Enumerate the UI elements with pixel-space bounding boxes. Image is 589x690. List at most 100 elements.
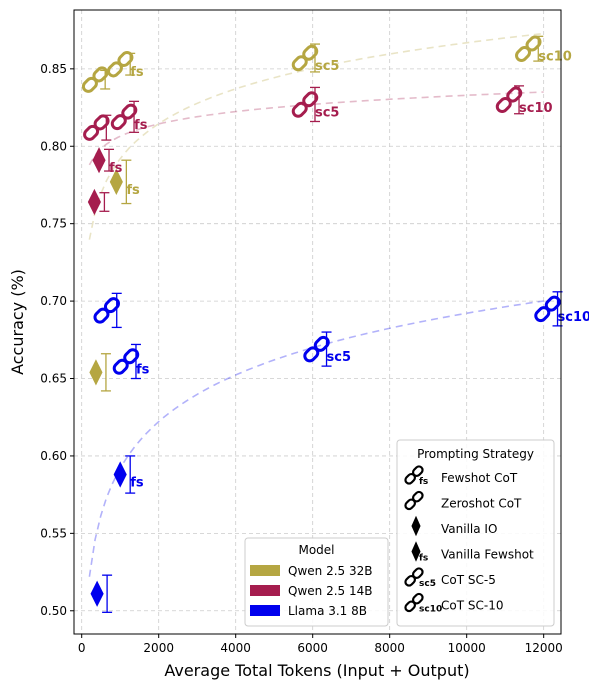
link-ring	[506, 86, 523, 103]
x-tick-label: 4000	[220, 641, 251, 655]
y-tick-label: 0.80	[40, 139, 67, 153]
data-point	[93, 292, 122, 329]
data-point	[90, 574, 113, 613]
x-axis-ticks: 0 2000 4000 6000 8000 10000 12000	[78, 634, 563, 655]
y-tick-label: 0.55	[40, 526, 67, 540]
link-ring	[411, 465, 424, 478]
diamond-shape	[90, 580, 104, 607]
strategy-tag: fs	[136, 362, 150, 377]
legend-model-label: Qwen 2.5 32B	[288, 564, 372, 578]
diamond-shape	[87, 188, 101, 216]
data-point: sc10	[515, 35, 572, 65]
data-point: fs	[113, 455, 144, 494]
diamond-shape	[411, 515, 421, 537]
link-ring	[525, 35, 542, 52]
x-tick-label: 12000	[525, 641, 563, 655]
data-point: fs	[109, 159, 140, 205]
link-ring	[103, 297, 120, 314]
data-point: sc5	[291, 86, 340, 123]
y-tick-label: 0.70	[40, 294, 67, 308]
link-ring	[302, 44, 319, 61]
data-point: sc10	[495, 85, 553, 116]
data-point: fs	[106, 50, 144, 80]
link-ring	[93, 114, 110, 131]
x-tick-label: 6000	[297, 641, 328, 655]
strategy-tag: fs	[134, 118, 148, 133]
y-tick-label: 0.50	[40, 604, 67, 618]
legend-model-label: Llama 3.1 8B	[288, 604, 367, 618]
legend-model: Model Qwen 2.5 32B Qwen 2.5 14B Llama 3.1 8…	[244, 537, 389, 627]
legend-strategy-label: Fewshot CoT	[441, 471, 518, 485]
trend-line	[88, 32, 544, 240]
y-tick-label: 0.75	[40, 217, 67, 231]
strategy-tag: sc5	[327, 350, 352, 365]
legend-swatch	[250, 585, 280, 596]
y-axis-label: Accuracy (%)	[8, 269, 27, 375]
legend-strategy-label: CoT SC-10	[441, 599, 503, 613]
y-tick-label: 0.60	[40, 449, 67, 463]
diamond-shape	[89, 359, 103, 386]
link-ring	[123, 348, 140, 365]
legend-swatch	[250, 605, 280, 616]
strategy-tag: fs	[419, 477, 428, 487]
link-ring	[411, 567, 424, 580]
data-point	[83, 114, 112, 141]
legend-strategy: Prompting Strategy fs Fewshot CoT Zeroshot …	[396, 439, 555, 627]
legend-strategy-title: Prompting Strategy	[417, 447, 534, 461]
legend-model-label: Qwen 2.5 14B	[288, 584, 372, 598]
strategy-tag: fs	[109, 161, 123, 176]
legend-strategy-label: Vanilla Fewshot	[441, 548, 534, 562]
link-ring	[313, 335, 330, 352]
x-tick-label: 0	[78, 641, 86, 655]
legend-strategy-item: Vanilla IO	[411, 515, 497, 537]
strategy-tag: fs	[130, 476, 144, 491]
legend-strategy-label: Zeroshot CoT	[441, 497, 522, 511]
data-point	[81, 66, 111, 93]
data-point: fs	[92, 147, 123, 176]
diamond-shape	[411, 541, 421, 562]
strategy-tag: fs	[126, 183, 140, 198]
plot-frame	[73, 9, 562, 635]
legend-model-box	[244, 537, 389, 627]
data-point: sc5	[291, 43, 340, 74]
link-ring	[411, 490, 424, 503]
link-ring	[411, 592, 424, 605]
legend-strategy-item: Zeroshot CoT	[404, 490, 522, 511]
legend-model-title: Model	[298, 543, 334, 557]
y-tick-label: 0.65	[40, 372, 67, 386]
link-ring	[92, 66, 109, 83]
strategy-tag: sc5	[419, 579, 436, 589]
legend-strategy-label: Vanilla IO	[441, 522, 497, 536]
data-point	[87, 188, 110, 216]
strategy-tag: sc5	[315, 59, 340, 74]
diamond-shape	[109, 168, 123, 195]
data-point	[89, 353, 111, 392]
legend-strategy-item: fs Vanilla Fewshot	[411, 541, 534, 564]
x-tick-label: 10000	[448, 641, 486, 655]
strategy-tag: sc5	[315, 105, 340, 120]
diamond-shape	[113, 461, 127, 488]
x-tick-label: 2000	[143, 641, 174, 655]
legend-strategy-item: sc5 CoT SC-5	[404, 567, 496, 589]
strategy-tag: sc10	[419, 605, 442, 615]
strategy-tag: fs	[130, 65, 144, 80]
x-axis-label: Average Total Tokens (Input + Output)	[164, 661, 469, 680]
legend-strategy-item: fs Fewshot CoT	[404, 465, 518, 487]
strategy-tag: sc10	[558, 310, 589, 325]
x-tick-label: 8000	[374, 641, 405, 655]
link-ring	[302, 91, 319, 108]
legend-strategy-label: CoT SC-5	[441, 573, 496, 587]
data-point: fs	[110, 100, 148, 133]
strategy-tag: fs	[419, 554, 428, 564]
data-point: fs	[112, 343, 150, 380]
strategy-tag: sc10	[538, 50, 572, 65]
diamond-shape	[92, 147, 106, 174]
y-axis-ticks: 0.50 0.55 0.60 0.65 0.70 0.75 0.80 0.85	[40, 62, 74, 618]
strategy-tag: sc10	[519, 101, 553, 116]
y-tick-label: 0.85	[40, 62, 67, 76]
data-point: sc5	[303, 331, 352, 367]
link-ring	[544, 295, 561, 312]
trend-line	[88, 91, 544, 166]
